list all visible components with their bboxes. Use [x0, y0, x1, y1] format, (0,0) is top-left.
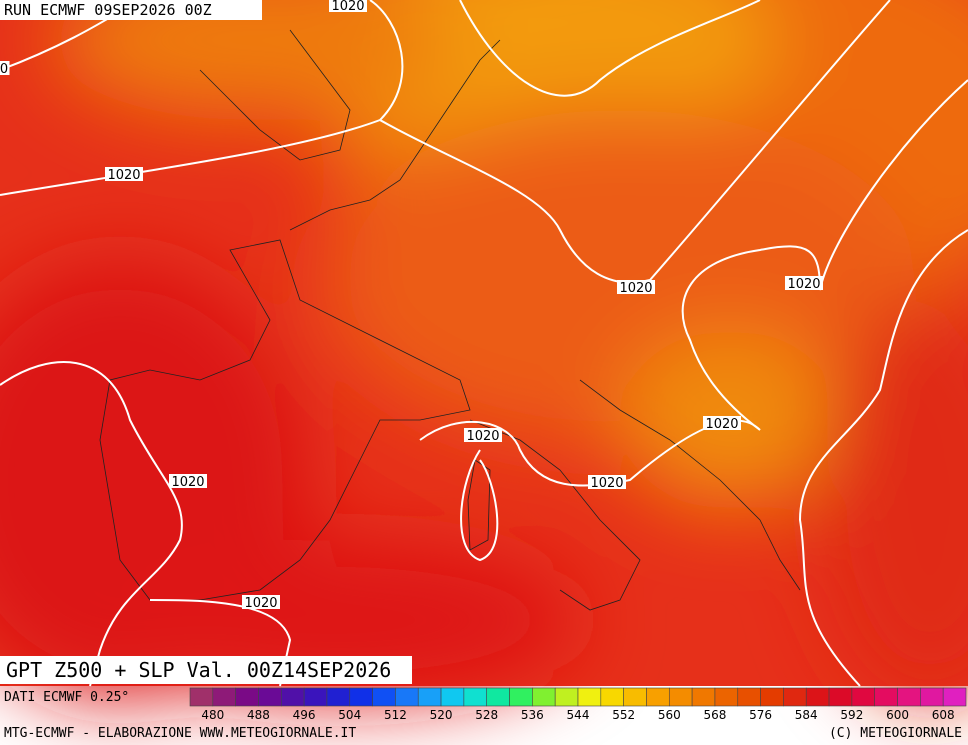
- data-source: DATI ECMWF 0.25°: [4, 690, 129, 705]
- colorbar-swatch: [212, 687, 236, 707]
- isobars: [0, 0, 968, 687]
- isobar-label: 1020: [171, 475, 204, 490]
- colorbar-label: 528: [475, 708, 498, 722]
- isobar-label: 1020: [107, 168, 140, 183]
- isobar-label: 1020: [331, 0, 364, 14]
- isobar-label-bg: [169, 474, 207, 488]
- colorbar-swatch: [395, 687, 419, 707]
- isobar-label-bg: [329, 0, 367, 12]
- colorbar-swatch: [189, 687, 214, 707]
- colorbar-label: 576: [749, 708, 772, 722]
- colorbar-swatch: [874, 687, 898, 707]
- colorbar-label: 544: [567, 708, 590, 722]
- colorbar-label: 560: [658, 708, 681, 722]
- isobar-label-bg: [703, 416, 741, 430]
- isobar-label-bg: [617, 280, 655, 294]
- colorbar-label: 496: [293, 708, 316, 722]
- isobar-label: 1020: [787, 277, 820, 292]
- colorbar-swatch: [805, 687, 830, 707]
- colorbar-swatch: [828, 687, 853, 707]
- colorbar-label: 504: [338, 708, 361, 722]
- colorbar-swatch: [258, 687, 282, 707]
- isobar-label: 1020: [619, 281, 652, 296]
- footer-left: MTG-ECMWF - ELABORAZIONE WWW.METEOGIORNA…: [4, 726, 356, 741]
- colorbar-swatch: [600, 687, 624, 707]
- colorbar-swatch: [509, 687, 533, 707]
- colorbar-label: 584: [795, 708, 818, 722]
- colorbar-swatch: [737, 687, 761, 707]
- colorbar-swatch: [280, 687, 305, 707]
- map-title: GPT Z500 + SLP Val. 00Z14SEP2026: [6, 658, 391, 682]
- colorbar-swatch: [532, 687, 556, 707]
- isobar-label-bg: [105, 167, 143, 181]
- colorbar-label: 592: [840, 708, 863, 722]
- colorbar-swatch: [851, 687, 876, 707]
- isobar-label-bg: [464, 428, 502, 442]
- colorbar-swatch: [897, 687, 921, 707]
- colorbar-swatch: [623, 687, 647, 707]
- colorbar-swatch: [554, 687, 579, 707]
- colorbar-label: 552: [612, 708, 635, 722]
- isobar-label: 1020: [466, 429, 499, 444]
- height-field: [0, 0, 968, 700]
- colorbar-swatch: [691, 687, 716, 707]
- colorbar-label: 600: [886, 708, 909, 722]
- isobar-label: 1020: [590, 476, 623, 491]
- footer-right: (C) METEOGIORNALE: [829, 726, 962, 741]
- colorbar-swatch: [942, 687, 967, 707]
- isobar-label-bg: [242, 595, 280, 609]
- run-label: RUN ECMWF 09SEP2026 00Z: [4, 1, 212, 19]
- run-box: [0, 0, 262, 20]
- isobar-label: 1020: [244, 596, 277, 611]
- isobar-label: 1020: [705, 417, 738, 432]
- colorbar-swatch: [417, 687, 442, 707]
- colorbar-swatch: [326, 687, 351, 707]
- colorbar-swatch: [783, 687, 807, 707]
- colorbar: 480 488 496 504 512 520 528 536 544 552 560 568 576 5…: [189, 687, 967, 722]
- colorbar-label: 520: [430, 708, 453, 722]
- colorbar-label: 512: [384, 708, 407, 722]
- isobar-label-bg: [785, 276, 823, 290]
- colorbar-swatch: [760, 687, 784, 707]
- title-box: [0, 656, 412, 684]
- colorbar-label: 480: [201, 708, 224, 722]
- isobar-label-bg: [0, 61, 10, 75]
- colorbar-swatch: [463, 687, 488, 707]
- colorbar-swatch: [920, 687, 944, 707]
- coastlines: [99, 29, 801, 611]
- isobar-label: 0: [0, 62, 8, 77]
- colorbar-swatch: [349, 687, 373, 707]
- colorbar-swatch: [646, 687, 670, 707]
- colorbar-label: 608: [932, 708, 955, 722]
- colorbar-swatch: [577, 687, 602, 707]
- colorbar-label: 568: [703, 708, 726, 722]
- colorbar-swatch: [668, 687, 693, 707]
- isobar-labels: 1020 0 1020 1020 1020 1020 1020 1020 1020 1020: [0, 0, 823, 611]
- colorbar-swatch: [372, 687, 396, 707]
- colorbar-swatch: [714, 687, 739, 707]
- colorbar-swatch: [440, 687, 465, 707]
- isobar-label-bg: [588, 475, 626, 489]
- colorbar-swatch: [303, 687, 328, 707]
- colorbar-swatch: [486, 687, 510, 707]
- colorbar-label: 488: [247, 708, 270, 722]
- colorbar-swatch: [235, 687, 259, 707]
- colorbar-label: 536: [521, 708, 544, 722]
